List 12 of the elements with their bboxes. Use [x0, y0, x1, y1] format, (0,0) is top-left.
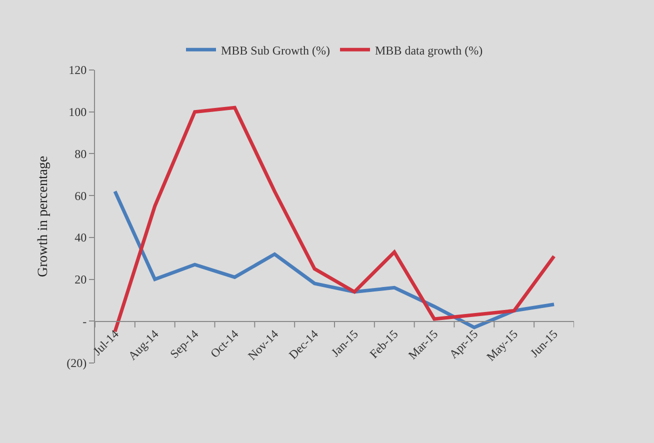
- y-tick-label: 40: [74, 230, 87, 245]
- y-tick-label: -: [82, 314, 87, 328]
- y-tick-label: 100: [68, 105, 87, 120]
- y-tick-label: 80: [74, 146, 87, 161]
- y-tick-label: (20): [66, 356, 87, 370]
- legend-label: MBB Sub Growth (%): [221, 43, 330, 58]
- legend-label: MBB data growth (%): [375, 43, 483, 58]
- y-tick-label: 120: [68, 63, 87, 78]
- y-tick-label: 20: [74, 272, 87, 286]
- y-tick-label: 60: [74, 188, 87, 203]
- y-axis-title: Growth in percentage: [36, 156, 52, 278]
- line-series: [113, 190, 556, 330]
